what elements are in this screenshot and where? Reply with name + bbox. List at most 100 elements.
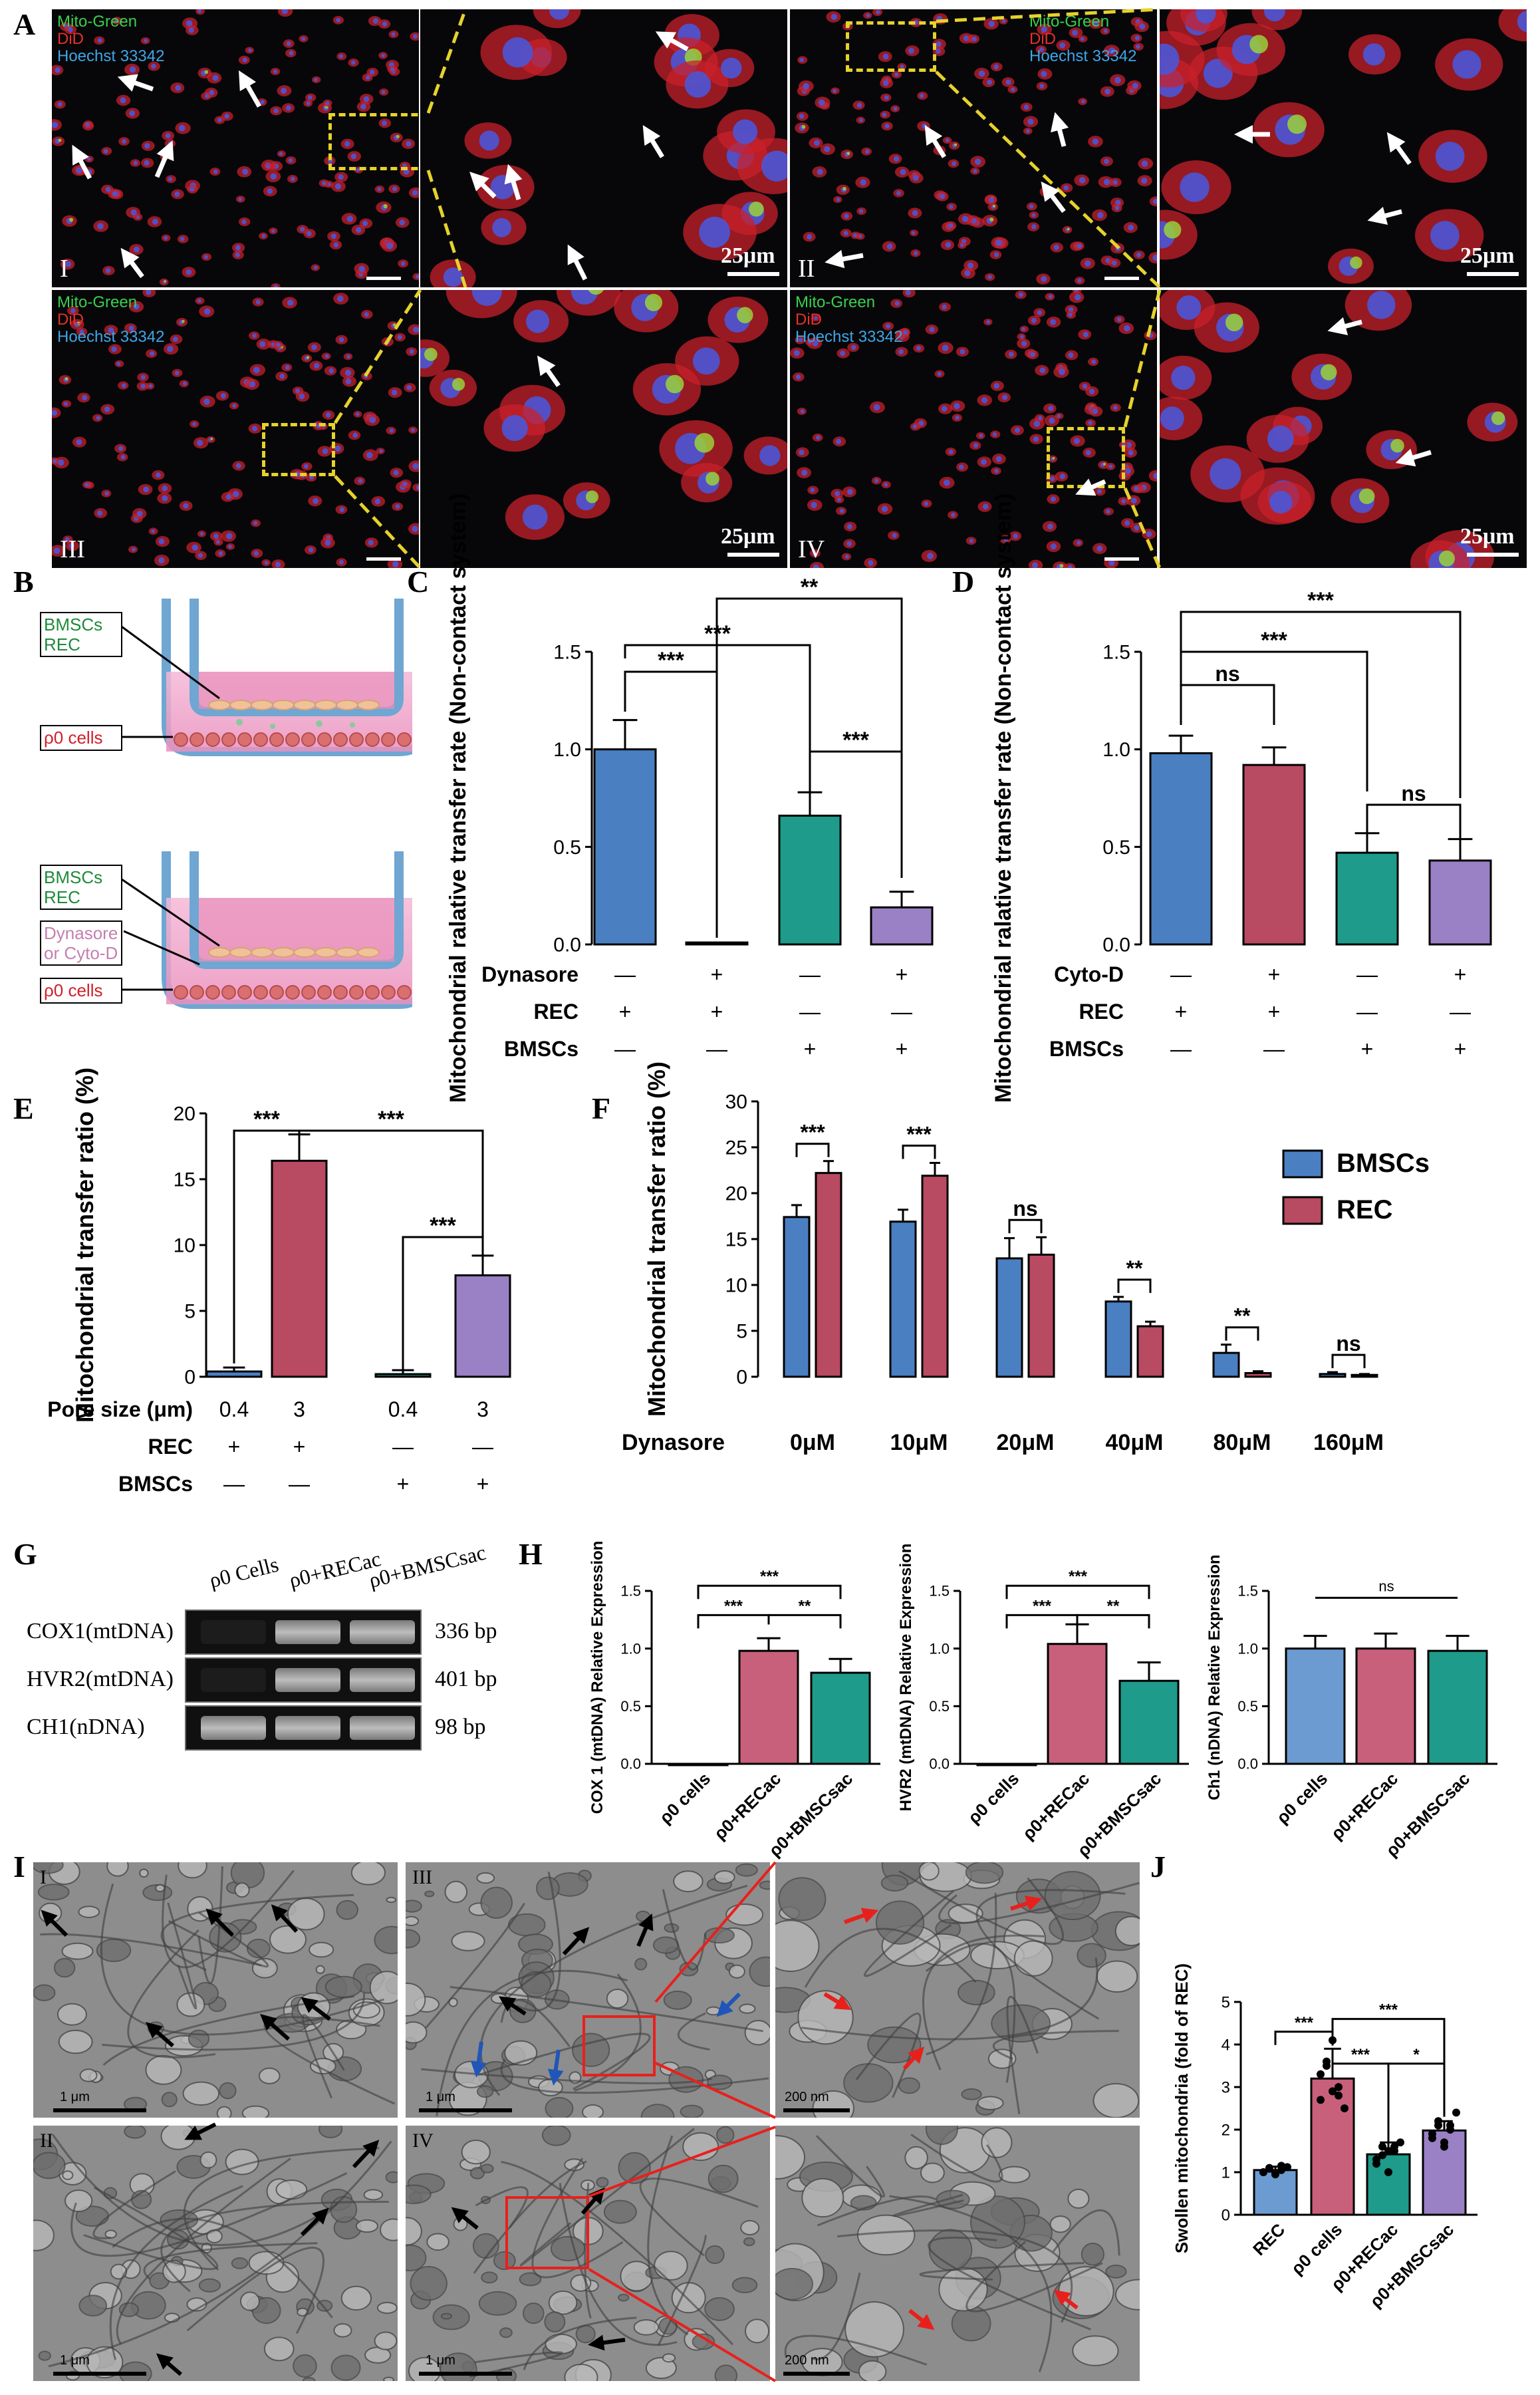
gel-band [350, 1668, 415, 1692]
bar [1350, 1373, 1378, 1378]
gel-row-label: COX1(mtDNA) [27, 1619, 174, 1643]
scale-bar [366, 277, 401, 280]
condition-cell: — [392, 1435, 414, 1459]
condition-cell: — [614, 962, 636, 986]
data-point [1341, 2104, 1348, 2112]
sig-label: *** [1261, 628, 1287, 653]
panel-label-f: F [592, 1091, 611, 1125]
sig-bracket [809, 750, 903, 878]
y-axis-label: Swollen mitochondria (fold of REC) [1172, 1963, 1192, 2253]
condition-cell: — [1170, 962, 1192, 986]
x-tick-label: ρ0 cells [655, 1768, 714, 1828]
y-tick-label: 1.5 [620, 1583, 641, 1600]
data-point [1323, 2057, 1331, 2066]
y-axis-label: Mitochondrial ralative transfer rate (No… [446, 493, 471, 1103]
data-point [1265, 2164, 1273, 2173]
y-axis-label: Mitochondrial transfer ratio (%) [643, 1061, 670, 1417]
em-image-iv-zoom: 200 nm [775, 2126, 1140, 2381]
condition-cell: + [619, 1000, 632, 1024]
em-label-iv: IV [412, 2130, 434, 2152]
sig-bracket [1366, 803, 1462, 845]
sig-label: *** [1307, 588, 1334, 613]
condition-label: REC [1079, 1000, 1124, 1024]
y-tick-label: 0.0 [620, 1756, 641, 1772]
sig-bracket [1180, 611, 1462, 798]
y-tick-label: 20 [725, 1183, 747, 1205]
y-tick-label: 0.0 [1237, 1756, 1258, 1772]
label-rho0-bottom: ρ0 cells [40, 978, 122, 1004]
legend-swatch [1282, 1196, 1323, 1225]
x-tick-label: REC [1249, 2219, 1289, 2259]
sig-label: *** [1379, 2001, 1398, 2019]
x-axis-label: Dynasore [622, 1430, 725, 1455]
sig-label: ** [799, 1597, 811, 1615]
condition-label: REC [148, 1435, 193, 1459]
bar [1118, 1679, 1180, 1765]
em-overlay-arrows [41, 1861, 1079, 2382]
scale-bar [783, 2372, 850, 2376]
scale-label: 25μm [1460, 524, 1515, 549]
gel-band [275, 1716, 340, 1740]
condition-cell: + [1268, 962, 1281, 986]
condition-cell: — [1450, 1000, 1471, 1024]
gel-lane-strip [185, 1657, 422, 1703]
scale-bar [727, 553, 779, 557]
data-point [1329, 2087, 1337, 2096]
x-tick-label: 40μM [1106, 1430, 1164, 1455]
y-tick-label: 0.5 [553, 837, 581, 859]
y-tick-label: 1.5 [553, 642, 581, 664]
bar [1253, 2169, 1298, 2216]
bar [783, 1216, 811, 1378]
zoom-connectors [52, 7, 1527, 569]
label-mito-green: Mito-Green [57, 293, 138, 311]
data-point [1384, 2168, 1392, 2176]
sig-bracket [1274, 2031, 1334, 2045]
y-tick-label: 2 [1221, 2121, 1230, 2139]
x-tick-label: ρ0 cells [963, 1768, 1023, 1828]
x-tick-label: ρ0+RECac [1327, 1768, 1402, 1844]
micrograph-ii-overview: Mito-Green DiD Hoechst 33342 II [790, 9, 1157, 287]
x-tick-label: 80μM [1214, 1430, 1271, 1455]
bar [1285, 1647, 1346, 1765]
sig-label: ns [1215, 662, 1239, 686]
label-dynasore-cytod: Dynasore or Cyto-D [40, 920, 122, 966]
label-hoechst: Hoechst 33342 [57, 47, 165, 65]
condition-cell: + [711, 962, 723, 986]
data-point [1277, 2162, 1285, 2170]
condition-cell: + [228, 1435, 241, 1459]
y-tick-label: 3 [1221, 2078, 1230, 2096]
data-point [1434, 2121, 1442, 2130]
bar [1428, 859, 1492, 946]
label-did: DiD [57, 311, 84, 329]
legend-swatch [1282, 1149, 1323, 1179]
data-point [1378, 2151, 1386, 2160]
gel-lane-strip [185, 1705, 422, 1751]
quadrant-label-ii: II [798, 255, 815, 283]
bar [1335, 851, 1399, 946]
scale-bar [366, 557, 401, 561]
y-tick-label: 1.0 [553, 739, 581, 761]
y-tick-label: 5 [1221, 1993, 1230, 2011]
condition-label: BMSCs [1049, 1037, 1124, 1061]
sig-label: *** [1295, 2014, 1314, 2032]
y-axis-label: Mitochondrial ralative transfer rate (No… [991, 493, 1016, 1103]
data-point [1452, 2108, 1460, 2117]
scale-bar [419, 2372, 512, 2376]
condition-cell: + [896, 1037, 908, 1061]
x-tick-label: ρ0 cells [1272, 1768, 1331, 1828]
y-tick-label: 0 [184, 1367, 195, 1389]
scale-label: 25μm [1460, 243, 1515, 268]
chart-h1: 0.0 0.5 1.0 1.5 COX 1 (mtDNA) Relative Expre… [588, 1541, 880, 1860]
label-rho0-top: ρ0 cells [40, 725, 122, 751]
scale-label: 200 nm [785, 2353, 829, 2368]
condition-cell: — [289, 1472, 310, 1496]
gel-row-label: CH1(nDNA) [27, 1715, 145, 1739]
y-tick-label: 4 [1221, 2036, 1230, 2054]
y-tick-label: 1.5 [929, 1583, 950, 1600]
sig-bracket [715, 597, 903, 878]
y-tick-label: 15 [725, 1229, 747, 1251]
panel-label-a: A [13, 7, 36, 41]
x-tick-label: 20μM [997, 1430, 1055, 1455]
gel-band [201, 1620, 266, 1644]
y-tick-label: 5 [736, 1321, 747, 1343]
